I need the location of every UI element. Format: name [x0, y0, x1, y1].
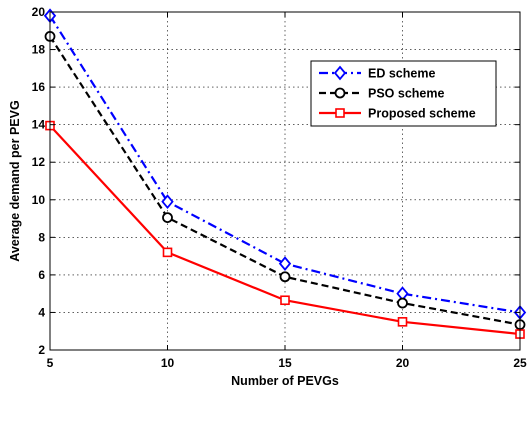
- legend-label: Proposed scheme: [368, 107, 476, 121]
- series-ed-scheme: [43, 8, 527, 320]
- y-tick-label: 4: [38, 305, 45, 319]
- proposed-scheme-point: [162, 247, 173, 258]
- y-tick-label: 6: [38, 268, 45, 282]
- y-tick-label: 10: [32, 193, 46, 207]
- x-axis-title: Number of PEVGs: [231, 374, 339, 388]
- y-axis-title: Average demand per PEVG: [8, 100, 22, 261]
- legend-entry-ed-scheme: ED scheme: [319, 65, 435, 81]
- legend: ED scheme PSO scheme Proposed scheme: [310, 60, 497, 127]
- pso-scheme-point: [162, 212, 173, 224]
- ed-scheme-line: [49, 15, 521, 314]
- x-tick-label: 5: [47, 356, 54, 370]
- legend-entry-pso-scheme: PSO scheme: [319, 87, 444, 101]
- pso-scheme-point: [397, 297, 408, 309]
- legend-marker: [334, 87, 346, 99]
- y-tick-label: 20: [32, 5, 46, 19]
- y-tick-label: 12: [32, 155, 46, 169]
- ed-scheme-point: [161, 194, 174, 210]
- legend-label: PSO scheme: [368, 87, 444, 101]
- pso-scheme-point: [279, 271, 291, 283]
- legend-label: ED scheme: [368, 67, 435, 81]
- legend-entry-proposed-scheme: Proposed scheme: [319, 107, 476, 121]
- y-tick-label: 8: [38, 230, 45, 244]
- x-tick-label: 10: [161, 356, 175, 370]
- legend-marker: [335, 108, 345, 118]
- y-tick-label: 2: [38, 343, 45, 357]
- proposed-scheme-point: [397, 317, 408, 327]
- x-tick-label: 20: [396, 356, 410, 370]
- ed-scheme-point: [278, 256, 292, 272]
- y-tick-label: 14: [32, 118, 46, 132]
- x-tick-label: 15: [278, 356, 292, 370]
- y-tick-label: 18: [32, 43, 46, 57]
- tick-labels: 5 10 15 20 25 2 4 6 8 10 12 14 16 18 20: [32, 5, 527, 370]
- legend-marker: [333, 65, 347, 81]
- x-tick-label: 25: [513, 356, 527, 370]
- y-tick-label: 16: [32, 80, 46, 94]
- proposed-scheme-point: [280, 295, 290, 306]
